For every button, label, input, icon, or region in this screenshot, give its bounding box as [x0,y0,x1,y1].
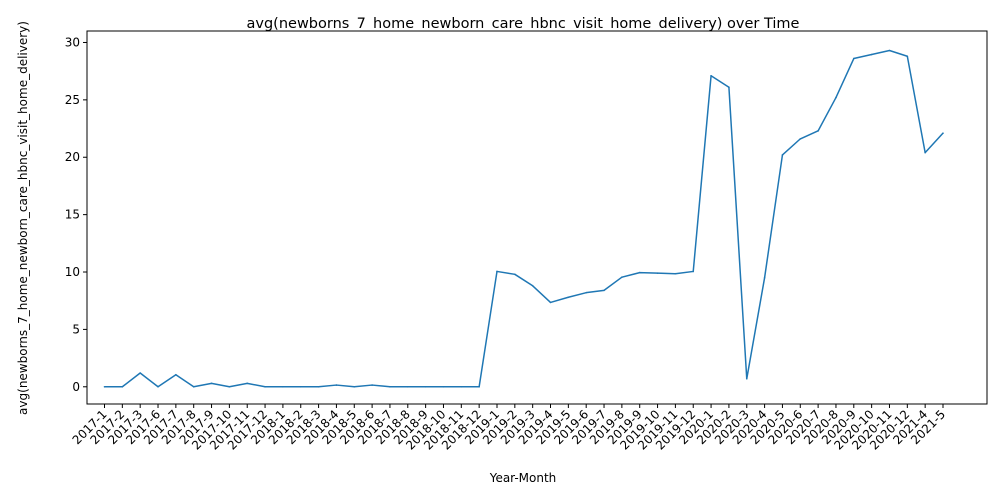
data-point [121,385,124,388]
data-point [531,284,534,287]
data-point [781,154,784,156]
data-point [317,385,320,388]
data-point [371,384,373,386]
data-point [585,291,587,294]
data-point [389,385,391,388]
data-point [710,74,712,77]
y-tick-label: 0 [72,380,80,394]
plot-frame [86,30,988,405]
data-point [353,385,356,388]
y-tick-label: 25 [65,93,80,107]
chart-title: avg(newborns_7_home_newborn_care_hbnc_vi… [247,16,800,32]
data-point [835,96,837,99]
data-point [603,289,605,292]
data-point [852,57,855,60]
data-point [157,385,159,388]
data-point [514,273,516,276]
data-point [299,385,302,388]
y-tick-label: 20 [65,150,80,164]
data-point [549,301,552,304]
data-point [103,385,106,388]
data-point [406,385,409,388]
data-point [139,372,141,374]
data-point [282,385,284,388]
data-point [621,276,623,278]
data-point [192,385,195,388]
data-point [210,382,213,385]
y-tick-label: 30 [65,35,80,49]
y-tick-label: 5 [72,322,80,336]
data-point [906,55,909,58]
data-point [567,296,570,299]
data-point [460,385,463,388]
data-point [424,385,427,388]
data-point [924,151,926,154]
data-point [888,49,891,52]
data-point [335,384,338,386]
data-point [175,373,177,376]
data-point [656,272,659,274]
y-tick-label: 15 [65,208,80,222]
data-point [728,86,730,89]
data-point [817,130,819,132]
data-point [228,385,231,388]
data-point [638,271,641,274]
data-point [496,270,498,273]
data-point [942,132,944,134]
y-axis-title: avg(newborns_7_home_newborn_care_hbnc_vi… [16,21,30,415]
data-point [870,53,873,56]
data-point [264,385,266,388]
data-point [246,382,249,385]
plot-area: 0510152025302017-12017-22017-32017-62017… [65,35,948,452]
data-point [692,270,695,273]
series-line [104,49,944,388]
data-point [745,377,748,380]
data-point [674,272,677,275]
y-tick-label: 10 [65,265,80,279]
x-axis-title: Year-Month [489,471,557,485]
data-point [478,385,480,388]
data-point [763,276,766,279]
data-point [442,385,445,388]
data-point [799,138,802,140]
